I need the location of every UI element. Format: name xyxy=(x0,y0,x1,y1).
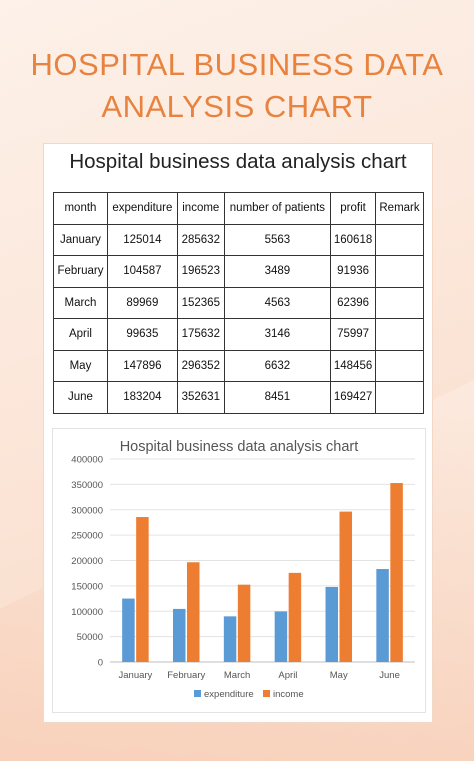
cell-income: 285632 xyxy=(176,223,225,256)
y-tick-label: 50000 xyxy=(77,632,103,643)
page-title-line-2: ANALYSIS CHART xyxy=(101,89,373,124)
page-title: HOSPITAL BUSINESS DATA ANALYSIS CHART xyxy=(0,44,474,128)
cell-expenditure: 125014 xyxy=(106,223,178,256)
cell-income: 152365 xyxy=(176,286,225,319)
cell-remark xyxy=(375,318,424,351)
header-remark: Remark xyxy=(375,192,424,225)
cell-month: May xyxy=(53,349,108,382)
data-table: month expenditure income number of patie… xyxy=(53,192,424,414)
cell-expenditure: 99635 xyxy=(106,318,178,351)
bar-income xyxy=(390,483,403,662)
y-tick-label: 250000 xyxy=(71,531,103,542)
y-tick-label: 350000 xyxy=(71,480,103,491)
x-tick-label: February xyxy=(167,670,205,681)
cell-income: 196523 xyxy=(176,255,225,288)
bar-chart: Hospital business data analysis chart 0 50… xyxy=(71,439,415,700)
bar-expenditure xyxy=(173,608,186,662)
table-row: March 89969 152365 4563 62396 xyxy=(53,286,424,319)
cell-income: 352631 xyxy=(176,381,225,414)
cell-remark xyxy=(375,349,424,382)
y-tick-label: 400000 xyxy=(71,455,103,466)
chart-title: Hospital business data analysis chart xyxy=(120,439,359,455)
bar-income xyxy=(136,517,149,662)
legend-label-expenditure: expenditure xyxy=(204,689,254,700)
bar-expenditure xyxy=(122,598,135,662)
cell-month: March xyxy=(53,286,108,319)
table-row: May 147896 296352 6632 148456 xyxy=(53,349,424,382)
y-tick-label: 0 xyxy=(98,658,103,669)
table-row: January 125014 285632 5563 160618 xyxy=(53,223,424,256)
cell-expenditure: 89969 xyxy=(106,286,178,319)
cell-profit: 62396 xyxy=(330,286,377,319)
cell-remark xyxy=(375,286,424,319)
cell-patients: 3489 xyxy=(223,255,332,288)
cell-expenditure: 147896 xyxy=(106,349,178,382)
chart-container: Hospital business data analysis chart 0 50… xyxy=(52,428,426,713)
header-profit: profit xyxy=(330,192,377,225)
page-title-line-1: HOSPITAL BUSINESS DATA xyxy=(30,47,444,82)
table-row: February 104587 196523 3489 91936 xyxy=(53,255,424,288)
legend-swatch-expenditure xyxy=(194,690,201,697)
cell-profit: 160618 xyxy=(330,223,377,256)
legend-swatch-income xyxy=(263,690,270,697)
table-row: June 183204 352631 8451 169427 xyxy=(53,381,424,414)
cell-expenditure: 104587 xyxy=(106,255,178,288)
legend-label-income: income xyxy=(273,689,304,700)
cell-patients: 4563 xyxy=(223,286,332,319)
cell-expenditure: 183204 xyxy=(106,381,178,414)
cell-income: 175632 xyxy=(176,318,225,351)
y-tick-label: 200000 xyxy=(71,556,103,567)
y-tick-label: 300000 xyxy=(71,505,103,516)
cell-month: June xyxy=(53,381,108,414)
cell-patients: 3146 xyxy=(223,318,332,351)
table-row: April 99635 175632 3146 75997 xyxy=(53,318,424,351)
x-tick-label: April xyxy=(278,670,297,681)
cell-remark xyxy=(375,223,424,256)
header-month: month xyxy=(53,192,108,225)
bar-expenditure xyxy=(274,611,288,662)
x-tick-label: March xyxy=(224,670,250,681)
cell-profit: 91936 xyxy=(330,255,377,288)
cell-profit: 148456 xyxy=(330,349,377,382)
bar-income xyxy=(339,511,352,662)
bar-expenditure xyxy=(376,569,389,662)
cell-remark xyxy=(375,381,424,414)
cell-income: 296352 xyxy=(176,349,225,382)
bar-income xyxy=(187,562,200,662)
header-patients: number of patients xyxy=(223,192,332,225)
content-card: Hospital business data analysis chart mo… xyxy=(43,143,433,723)
x-tick-label: January xyxy=(119,670,153,681)
bar-income xyxy=(237,584,251,662)
cell-month: April xyxy=(53,318,108,351)
bar-expenditure xyxy=(325,586,338,662)
cell-profit: 169427 xyxy=(330,381,377,414)
bar-expenditure xyxy=(223,616,237,662)
x-tick-label: June xyxy=(379,670,400,681)
cell-month: January xyxy=(53,223,108,256)
x-tick-label: May xyxy=(330,670,348,681)
cell-remark xyxy=(375,255,424,288)
bar-income xyxy=(288,572,302,662)
cell-profit: 75997 xyxy=(330,318,377,351)
cell-patients: 6632 xyxy=(223,349,332,382)
y-tick-label: 100000 xyxy=(71,607,103,618)
cell-month: February xyxy=(53,255,108,288)
header-expenditure: expenditure xyxy=(106,192,178,225)
cell-patients: 5563 xyxy=(223,223,332,256)
y-tick-label: 150000 xyxy=(71,581,103,592)
table-header-row: month expenditure income number of patie… xyxy=(53,192,424,225)
cell-patients: 8451 xyxy=(223,381,332,414)
card-title: Hospital business data analysis chart xyxy=(69,150,407,173)
header-income: income xyxy=(176,192,225,225)
